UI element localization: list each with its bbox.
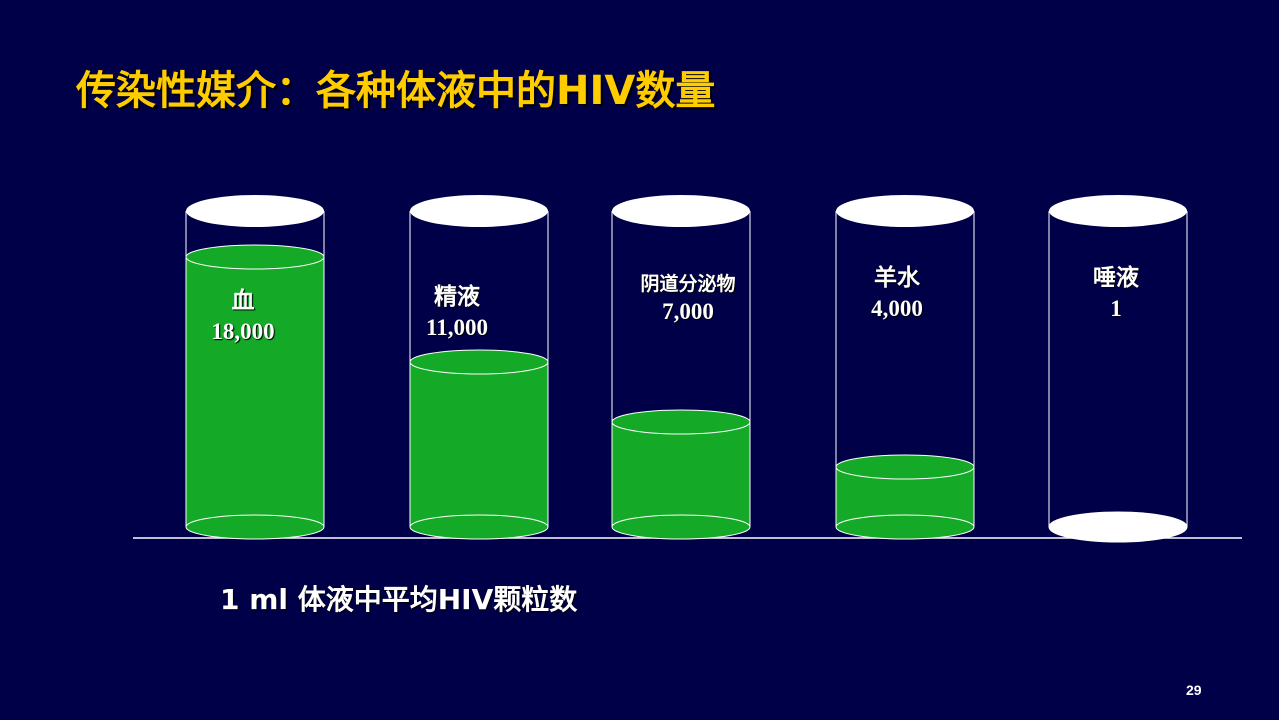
cylinder-2-top-cap (410, 195, 548, 227)
category-label: 羊水 (874, 265, 920, 291)
value-label: 11,000 (426, 314, 488, 340)
cylinder-2-liquid-bottom (409, 514, 549, 540)
cylinder-1-liquid-bottom (185, 514, 325, 540)
cylinder-4-liquid-bottom (835, 514, 975, 540)
category-label: 血 (231, 288, 255, 314)
cylinder-5-bottom-disc (1048, 511, 1188, 543)
cylinder-3-liquid-bottom (611, 514, 751, 540)
category-label: 精液 (434, 284, 480, 310)
cylinder-2-liquid (410, 362, 548, 527)
cylinder-3-top-cap (612, 195, 750, 227)
slide-title: 传染性媒介：各种体液中的HIV数量 (76, 68, 716, 114)
cylinder-label-5: 唾液 1 (1036, 264, 1196, 324)
cylinder-label-4: 羊水 4,000 (817, 264, 977, 324)
cylinder-5-top-cap (1049, 195, 1187, 227)
cylinder-4-liquid-surface (835, 454, 975, 480)
value-label: 18,000 (211, 318, 275, 344)
value-label: 1 (1110, 295, 1122, 321)
cylinder-2-liquid-surface (409, 349, 549, 375)
cylinder-3-liquid (612, 422, 750, 527)
cylinder-label-2: 精液 11,000 (377, 283, 537, 343)
cylinder-1-top-cap (186, 195, 324, 227)
value-label: 4,000 (871, 295, 923, 321)
cylinder-1-liquid-surface (185, 244, 325, 270)
cylinder-4-top-cap (836, 195, 974, 227)
cylinder-3-liquid-surface (611, 409, 751, 435)
cylinder-label-3: 阴道分泌物 7,000 (608, 272, 768, 327)
page-number: 29 (1186, 682, 1202, 698)
value-label: 7,000 (662, 298, 714, 324)
cylinder-label-1: 血 18,000 (163, 287, 323, 347)
category-label: 唾液 (1093, 265, 1139, 291)
cylinder-1-liquid (186, 257, 324, 527)
category-label: 阴道分泌物 (640, 273, 736, 295)
chart-caption: 1 ml 体液中平均HIV颗粒数 (220, 583, 578, 616)
